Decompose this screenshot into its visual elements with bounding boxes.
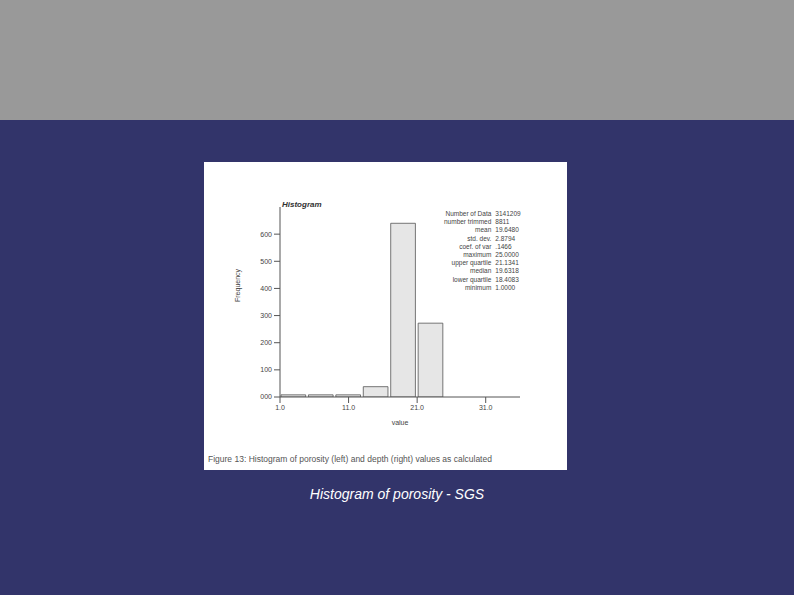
html-text:19.6480: 19.6480 (495, 226, 519, 234)
html-text:8811: 8811 (495, 218, 510, 226)
html-text:number trimmed: number trimmed (444, 218, 492, 226)
svg-text:31.0: 31.0 (479, 404, 493, 411)
html-text:lower quartile: lower quartile (452, 275, 492, 283)
html-text:3141209: 3141209 (495, 210, 521, 217)
html-text:upper quartile: upper quartile (451, 259, 492, 267)
svg-text:000: 000 (260, 393, 272, 400)
svg-text:400: 400 (260, 285, 272, 292)
html-text:maximum: maximum (463, 251, 492, 258)
html-text:21.1341: 21.1341 (495, 259, 519, 267)
html-text:.1466: .1466 (495, 242, 512, 250)
html-text:25.0000: 25.0000 (495, 251, 519, 258)
html-text:median: median (470, 267, 492, 275)
html-text:Number of Data: Number of Data (445, 210, 492, 217)
html-text:coef. of var: coef. of var (459, 242, 492, 250)
html-text:19.6318: 19.6318 (495, 267, 519, 275)
svg-text:300: 300 (260, 312, 272, 319)
svg-text:1.0: 1.0 (275, 404, 285, 411)
html-text:2.8794: 2.8794 (495, 234, 516, 242)
svg-text:11.0: 11.0 (342, 404, 355, 411)
html-text:std. dev.: std. dev. (467, 234, 492, 242)
svg-text:500: 500 (260, 258, 272, 265)
svg-text:600: 600 (260, 231, 272, 238)
html-text:Histogram of porosity - SGS: Histogram of porosity - SGS (309, 486, 485, 502)
html-text:mean: mean (475, 226, 492, 234)
html-text:1.0000: 1.0000 (495, 283, 516, 291)
html-text:minimum: minimum (465, 283, 492, 291)
svg-text:100: 100 (260, 366, 272, 373)
svg-text:21.0: 21.0 (410, 404, 424, 411)
svg-text:Frequency: Frequency (234, 268, 242, 302)
svg-text:value: value (392, 419, 409, 426)
html-text:Histogram: Histogram (282, 200, 322, 209)
html-text:Figure 13: Histogram of porosi: Figure 13: Histogram of porosity (left) … (208, 454, 492, 464)
html-text:18.4083: 18.4083 (495, 275, 519, 283)
svg-text:200: 200 (260, 339, 272, 346)
